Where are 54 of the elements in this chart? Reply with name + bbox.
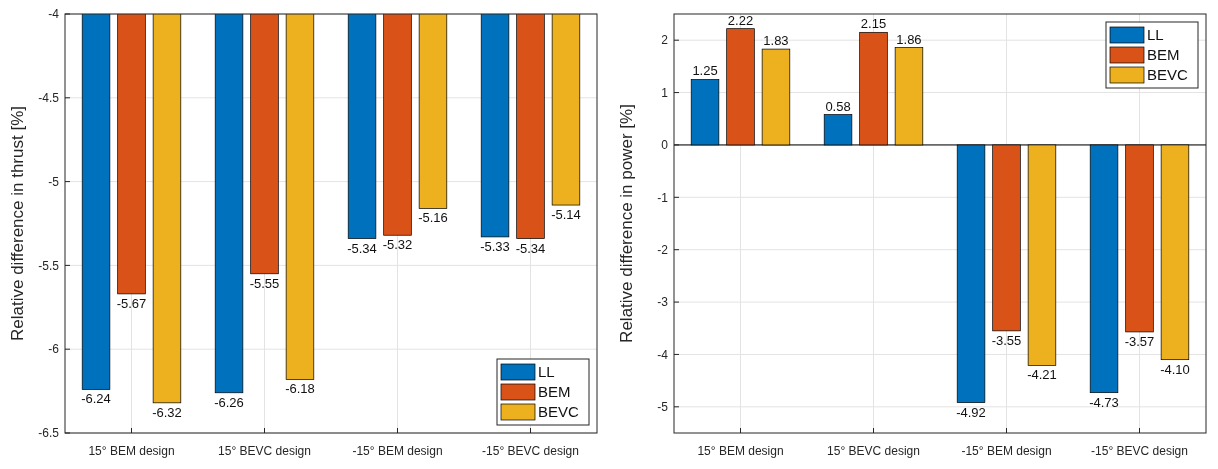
x-tick-label: -15° BEVC design xyxy=(482,444,579,458)
y-tick-label: -1 xyxy=(657,190,669,205)
x-tick-label: -15° BEVC design xyxy=(1091,444,1188,458)
data-label: 1.86 xyxy=(896,31,922,47)
x-tick-label: 15° BEM design xyxy=(88,444,175,458)
x-tick-label: 15° BEM design xyxy=(697,444,784,458)
data-label: -6.26 xyxy=(214,394,244,410)
data-label: -5.34 xyxy=(347,240,377,256)
y-tick-label: -4.5 xyxy=(38,91,60,105)
legend-label: LL xyxy=(1147,26,1164,44)
data-label: -4.10 xyxy=(1160,361,1190,377)
data-label: -5.34 xyxy=(515,240,546,256)
data-label: -3.55 xyxy=(991,332,1022,348)
y-tick-label: -6.5 xyxy=(38,426,60,441)
y-tick-label: 2 xyxy=(661,33,669,48)
x-tick-label: -15° BEM design xyxy=(352,444,443,458)
data-label: 0.58 xyxy=(825,98,851,114)
y-tick-label: 0 xyxy=(661,138,669,153)
data-label: -5.33 xyxy=(480,238,510,254)
legend-label: LL xyxy=(538,363,555,381)
x-tick-label: -15° BEM design xyxy=(961,444,1052,458)
data-label: -5.16 xyxy=(418,210,448,226)
data-label: -6.18 xyxy=(285,381,315,397)
y-tick-label: 1 xyxy=(661,85,669,100)
legend-label: BEVC xyxy=(1147,66,1189,84)
data-label: 2.22 xyxy=(727,12,754,28)
data-label: -4.92 xyxy=(956,404,986,420)
data-label: -5.14 xyxy=(551,207,581,223)
data-label: 1.25 xyxy=(692,63,718,79)
data-label: -6.32 xyxy=(152,404,182,420)
y-tick-label: -4 xyxy=(657,347,669,362)
legend-label: BEM xyxy=(1147,46,1180,64)
y-axis-title: Relative difference in power [%] xyxy=(617,104,636,343)
y-tick-label: -2 xyxy=(657,242,669,257)
y-tick-label: -5 xyxy=(48,174,60,189)
data-label: -6.24 xyxy=(81,391,111,407)
y-tick-label: -5 xyxy=(657,400,669,415)
data-label: -5.55 xyxy=(249,275,280,291)
data-label: -3.57 xyxy=(1124,333,1155,349)
legend-label: BEM xyxy=(538,383,571,401)
y-tick-label: -5.5 xyxy=(38,258,60,273)
data-label: 2.15 xyxy=(860,16,887,32)
data-label: -4.73 xyxy=(1089,394,1119,410)
y-axis-title: Relative difference in thrust [%] xyxy=(8,106,27,341)
y-tick-label: -4 xyxy=(48,7,60,22)
y-tick-label: -3 xyxy=(657,295,669,310)
data-label: -5.67 xyxy=(116,295,147,311)
x-tick-label: 15° BEVC design xyxy=(218,444,311,458)
legend-label: BEVC xyxy=(538,403,580,421)
x-tick-label: 15° BEVC design xyxy=(827,444,920,458)
data-label: 1.83 xyxy=(763,33,789,49)
y-tick-label: -6 xyxy=(48,342,60,357)
data-label: -4.21 xyxy=(1027,367,1057,383)
data-label: -5.32 xyxy=(382,237,413,253)
